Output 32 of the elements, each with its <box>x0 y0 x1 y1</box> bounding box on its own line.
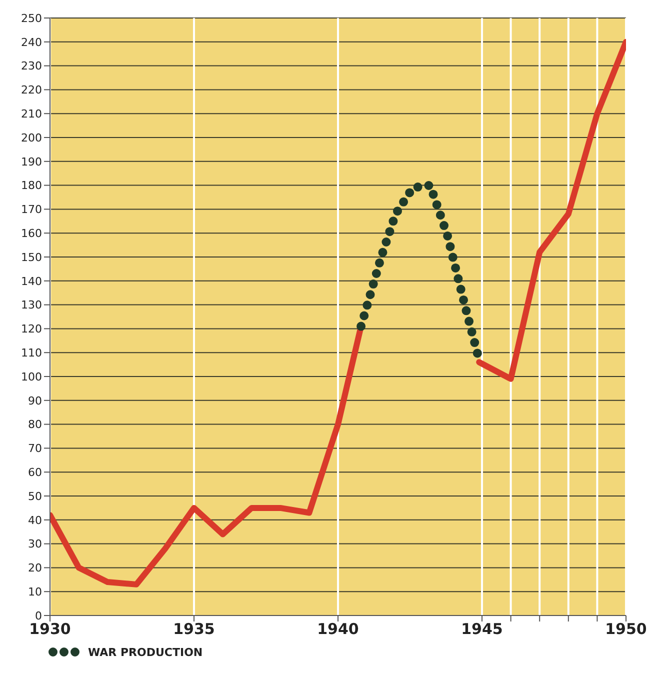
y-tick-label: 110 <box>21 346 42 360</box>
y-tick-label: 0 <box>35 609 42 622</box>
x-tick-label: 1940 <box>317 620 359 638</box>
x-tick-label: 1930 <box>29 620 71 638</box>
x-tick-label: 1950 <box>605 620 647 638</box>
y-tick-label: 200 <box>21 131 42 144</box>
y-tick-label: 150 <box>21 250 42 264</box>
y-tick-label: 20 <box>28 562 42 575</box>
x-tick-label: 1935 <box>173 620 215 638</box>
y-tick-label: 210 <box>21 108 42 121</box>
y-tick-label: 100 <box>21 370 42 384</box>
y-tick-label: 40 <box>28 514 42 527</box>
y-tick-label: 80 <box>28 418 42 432</box>
y-tick-label: 70 <box>28 442 42 456</box>
y-tick-label: 140 <box>21 274 42 288</box>
y-tick-label: 50 <box>28 490 42 503</box>
y-tick-label: 190 <box>21 155 42 168</box>
y-tick-label: 220 <box>21 84 42 97</box>
y-tick-label: 230 <box>21 60 42 73</box>
y-tick-label: 160 <box>21 227 42 240</box>
y-tick-label: 90 <box>28 394 42 408</box>
y-tick-label: 250 <box>21 12 42 25</box>
y-tick-label: 10 <box>28 586 42 599</box>
y-tick-label: 30 <box>28 538 42 551</box>
legend-label: WAR PRODUCTION <box>87 646 203 658</box>
y-tick-label: 240 <box>21 36 42 49</box>
y-tick-label: 130 <box>21 298 42 312</box>
x-tick-label: 1945 <box>461 620 503 638</box>
y-tick-label: 120 <box>21 322 42 336</box>
y-tick-label: 180 <box>21 179 42 192</box>
y-tick-label: 170 <box>21 203 42 216</box>
y-tick-label: 60 <box>28 466 42 480</box>
